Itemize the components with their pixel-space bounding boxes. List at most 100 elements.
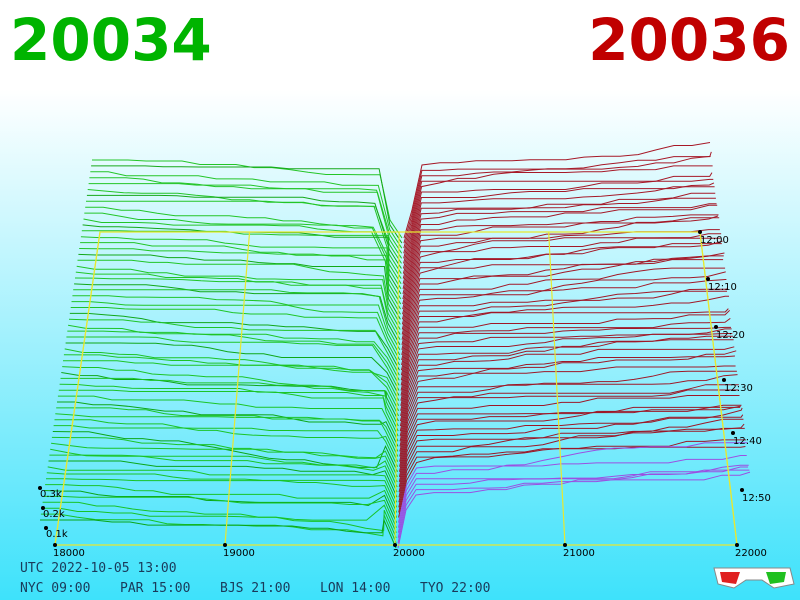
ask-curve <box>398 405 741 477</box>
bid-curve <box>58 389 399 437</box>
axis-labels: 18000 19000 20000 21000 22000 12:00 12:10 12:20… <box>38 230 771 559</box>
ask-price: 20036 <box>588 6 790 74</box>
bid-curve <box>62 366 400 417</box>
bid-curve <box>79 248 401 315</box>
ask-curve <box>400 326 731 401</box>
ask-curve <box>402 217 720 310</box>
time-label: 12:20 <box>716 330 745 341</box>
bid-curve <box>51 442 398 483</box>
bid-curve <box>46 472 398 508</box>
ask-curve <box>402 204 718 295</box>
price-tick <box>53 543 57 547</box>
bid-curve <box>68 318 400 376</box>
time-tick <box>698 230 702 234</box>
zone-time: TYO 22:00 <box>420 581 490 596</box>
bid-curve <box>46 478 398 513</box>
price-label: 19000 <box>223 548 255 559</box>
utc-time: UTC 2022-10-05 13:00 <box>20 561 177 576</box>
bid-curve <box>75 271 401 335</box>
ask-curve <box>397 471 751 549</box>
price-tick <box>223 543 227 547</box>
ask-curve <box>401 279 727 366</box>
ask-curve <box>403 165 713 259</box>
time-label: 12:00 <box>700 235 729 246</box>
ask-curve <box>399 370 737 447</box>
depth-label: 0.2k <box>43 509 65 520</box>
bid-curve <box>80 236 402 305</box>
ask-curve <box>403 151 712 249</box>
depth-tick <box>38 486 42 490</box>
bid-curve <box>72 295 401 356</box>
time-tick <box>706 277 710 281</box>
bid-curve <box>76 265 401 330</box>
depth-label: 0.3k <box>40 489 62 500</box>
bid-curve <box>48 460 398 498</box>
ask-curve <box>397 464 749 538</box>
ask-curve <box>402 203 717 289</box>
bid-curve <box>73 289 401 351</box>
green-lens <box>766 572 786 584</box>
bid-curve <box>69 312 400 371</box>
ask-curve <box>398 427 745 508</box>
bid-curve <box>65 342 400 396</box>
price-label: 20000 <box>393 548 425 559</box>
depth-tick <box>44 526 48 530</box>
price-tick <box>393 543 397 547</box>
ask-curve <box>399 389 739 457</box>
bid-curve <box>88 183 403 259</box>
price-gridline <box>548 231 566 546</box>
bid-curve <box>63 360 400 412</box>
red-lens <box>720 572 740 584</box>
zone-time: LON 14:00 <box>320 581 390 596</box>
bid-curve <box>59 383 399 432</box>
bid-curve <box>57 395 399 442</box>
time-tick <box>714 325 718 329</box>
ask-curve <box>401 252 725 350</box>
bid-curve <box>51 436 398 478</box>
ask-curve <box>401 240 723 335</box>
bid-curve <box>45 484 398 518</box>
bid-curve <box>68 324 400 381</box>
depth-label: 0.1k <box>46 529 68 540</box>
ask-curve <box>398 414 744 493</box>
bid-curve <box>86 194 402 269</box>
time-label: 12:10 <box>708 282 737 293</box>
ask-curve <box>399 374 738 452</box>
bid-curve <box>43 495 397 528</box>
ask-curve <box>401 259 724 340</box>
bid-curve <box>57 401 399 447</box>
bid-curve <box>66 336 400 391</box>
time-zones: NYC 09:00 PAR 15:00 BJS 21:00 LON 14:00 TYO … <box>20 581 490 596</box>
bid-curve <box>77 259 401 325</box>
bid-curve <box>89 177 403 254</box>
ask-curve <box>402 182 715 269</box>
ask-curve <box>398 407 743 488</box>
bid-curve <box>80 242 402 310</box>
bid-curve <box>60 377 399 427</box>
bid-curve <box>86 200 402 274</box>
ask-curve <box>402 197 716 284</box>
bid-curve <box>70 307 400 366</box>
ask-curve <box>401 271 726 361</box>
bid-curve <box>91 165 403 244</box>
ask-curve <box>400 308 729 381</box>
3d-glasses-icon[interactable] <box>713 567 795 589</box>
zone-time: NYC 09:00 <box>20 581 90 596</box>
ask-curve <box>398 404 742 483</box>
bid-curve <box>92 159 403 239</box>
ask-curve <box>398 455 747 523</box>
bid-curve <box>47 466 398 503</box>
bid-curve <box>71 301 401 361</box>
bid-price: 20034 <box>10 6 212 74</box>
bid-curve <box>90 171 403 249</box>
bid-curve <box>85 206 402 279</box>
ask-curve <box>397 442 748 528</box>
zone-time: PAR 15:00 <box>120 581 190 596</box>
bid-curve <box>84 212 402 284</box>
bid-curve <box>78 253 401 320</box>
ask-curve <box>402 186 715 274</box>
bid-curve <box>54 419 399 462</box>
time-label: 12:50 <box>742 493 771 504</box>
ask-curve <box>398 406 741 472</box>
